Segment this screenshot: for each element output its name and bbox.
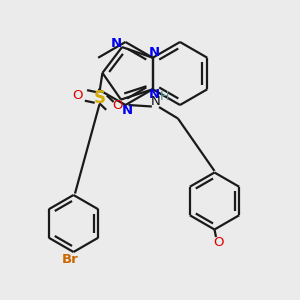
Text: H: H — [160, 90, 169, 104]
Text: N: N — [122, 104, 133, 117]
Text: O: O — [72, 89, 83, 102]
Text: O: O — [213, 236, 224, 250]
Text: N: N — [151, 94, 160, 108]
Text: N: N — [149, 88, 160, 101]
Text: N: N — [111, 37, 122, 50]
Text: S: S — [93, 89, 105, 107]
Text: O: O — [112, 99, 123, 112]
Text: Br: Br — [62, 253, 79, 266]
Text: N: N — [149, 46, 160, 59]
